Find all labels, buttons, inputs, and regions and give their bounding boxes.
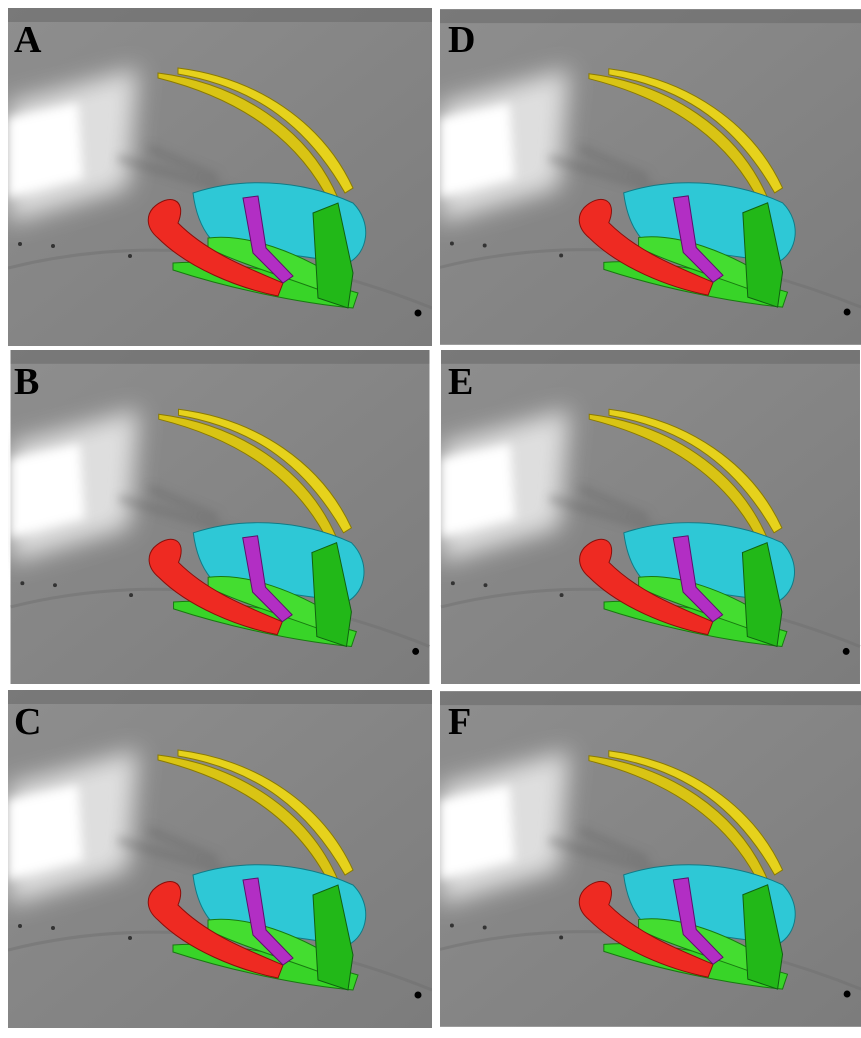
panel: A <box>8 8 432 346</box>
panel: B <box>11 350 430 684</box>
panel-label: E <box>448 361 473 403</box>
panel-label: F <box>448 701 471 743</box>
panel: D <box>440 9 861 345</box>
page: A B C D E F (() => { const data = JSON.p… <box>0 0 861 1038</box>
panel: C <box>8 690 432 1028</box>
figure: A B C D E F <box>0 0 861 1038</box>
panel-label: A <box>14 19 42 61</box>
panel-label: C <box>14 701 41 743</box>
panel-label: D <box>448 19 475 61</box>
panel: F <box>440 691 861 1027</box>
panel: E <box>441 350 860 684</box>
panel-label: B <box>14 361 39 403</box>
